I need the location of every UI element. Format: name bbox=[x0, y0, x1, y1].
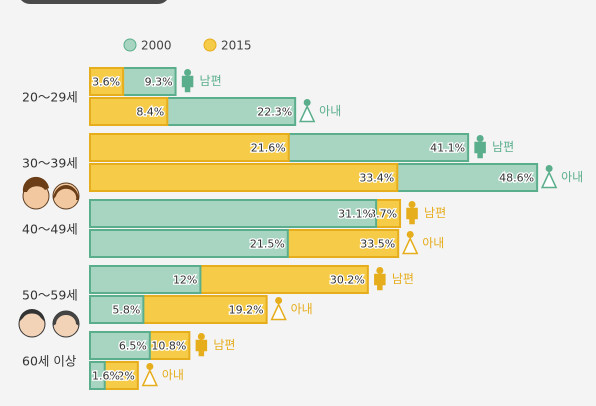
value-label: 6.5% bbox=[119, 340, 147, 353]
icon-body bbox=[141, 368, 159, 387]
face-icons bbox=[18, 176, 80, 338]
icon-body bbox=[374, 273, 386, 291]
bar bbox=[89, 133, 290, 162]
person-icon bbox=[181, 69, 194, 93]
icon-head bbox=[406, 231, 414, 238]
value-label: 31.1% bbox=[338, 208, 373, 221]
row-label: 남편 bbox=[492, 140, 514, 154]
bar bbox=[89, 163, 399, 192]
icon-body bbox=[474, 141, 486, 159]
group-label: 40～49세 bbox=[22, 222, 78, 237]
icon-body bbox=[298, 104, 316, 123]
person-icon bbox=[195, 333, 208, 357]
row-label: 아내 bbox=[291, 302, 313, 316]
row-label: 아내 bbox=[162, 368, 184, 382]
row-label: 남편 bbox=[213, 338, 235, 352]
bar bbox=[89, 67, 125, 96]
icon-head bbox=[376, 267, 384, 274]
value-label: 33.4% bbox=[359, 172, 394, 185]
value-label: 22.3% bbox=[257, 106, 292, 119]
icon-body bbox=[406, 207, 418, 225]
person-icon bbox=[298, 99, 316, 123]
bar bbox=[89, 295, 145, 324]
icon-body bbox=[402, 236, 419, 255]
bar bbox=[89, 229, 289, 258]
value-label: 48.6% bbox=[499, 172, 534, 185]
value-label: 8.4% bbox=[136, 106, 164, 119]
row-label: 아내 bbox=[422, 236, 444, 250]
group-label: 60세 이상 bbox=[22, 354, 77, 369]
person-icon bbox=[141, 363, 159, 387]
icon-head bbox=[184, 69, 192, 76]
value-label: 41.1% bbox=[430, 142, 465, 155]
value-label: 21.6% bbox=[251, 142, 286, 155]
row-label: 아내 bbox=[561, 170, 583, 184]
row-label: 남편 bbox=[424, 206, 446, 220]
value-label: 21.5% bbox=[250, 238, 285, 251]
person-icon bbox=[374, 267, 386, 291]
icon-body bbox=[270, 302, 287, 321]
value-label: 10.8% bbox=[151, 340, 186, 353]
value-label: 33.5% bbox=[360, 238, 395, 251]
value-label: 12% bbox=[173, 274, 197, 287]
row-label: 남편 bbox=[200, 74, 222, 88]
legend-label: 2000 bbox=[141, 39, 172, 53]
icon-head bbox=[545, 165, 553, 172]
legend-label: 2015 bbox=[221, 39, 252, 53]
icon-body bbox=[540, 170, 558, 189]
value-label: 30.2% bbox=[330, 274, 365, 287]
value-label: 1.6% bbox=[92, 370, 120, 383]
value-label: 3.6% bbox=[92, 76, 120, 89]
value-label: 33.7% bbox=[362, 208, 397, 221]
row-label: 아내 bbox=[319, 104, 341, 118]
value-label: 9.3% bbox=[145, 76, 173, 89]
bar bbox=[89, 361, 106, 390]
group-label: 30～39세 bbox=[22, 156, 78, 171]
icon-head bbox=[197, 333, 205, 340]
person-icon bbox=[540, 165, 558, 189]
icon-head bbox=[275, 297, 283, 304]
icon-head bbox=[476, 135, 484, 142]
value-label: 19.2% bbox=[229, 304, 264, 317]
person-icon bbox=[474, 135, 486, 159]
legend-swatch bbox=[203, 38, 217, 52]
group-label: 50～59세 bbox=[22, 288, 78, 303]
icon-head bbox=[303, 99, 311, 106]
row-label: 남편 bbox=[392, 272, 414, 286]
person-icon bbox=[270, 297, 287, 321]
person-icon bbox=[406, 201, 418, 225]
bar bbox=[89, 331, 151, 360]
bar bbox=[89, 265, 202, 294]
icon-head bbox=[146, 363, 154, 370]
bar bbox=[89, 97, 169, 126]
bar bbox=[89, 199, 378, 228]
icon-head bbox=[408, 201, 416, 208]
header-tab bbox=[21, 0, 167, 4]
group-label: 20～29세 bbox=[22, 90, 78, 105]
icon-body bbox=[195, 339, 208, 357]
person-icon bbox=[402, 231, 419, 255]
value-label: 5.8% bbox=[112, 304, 140, 317]
legend-swatch bbox=[123, 38, 137, 52]
value-label: 5.2% bbox=[107, 370, 135, 383]
icon-body bbox=[181, 75, 194, 93]
